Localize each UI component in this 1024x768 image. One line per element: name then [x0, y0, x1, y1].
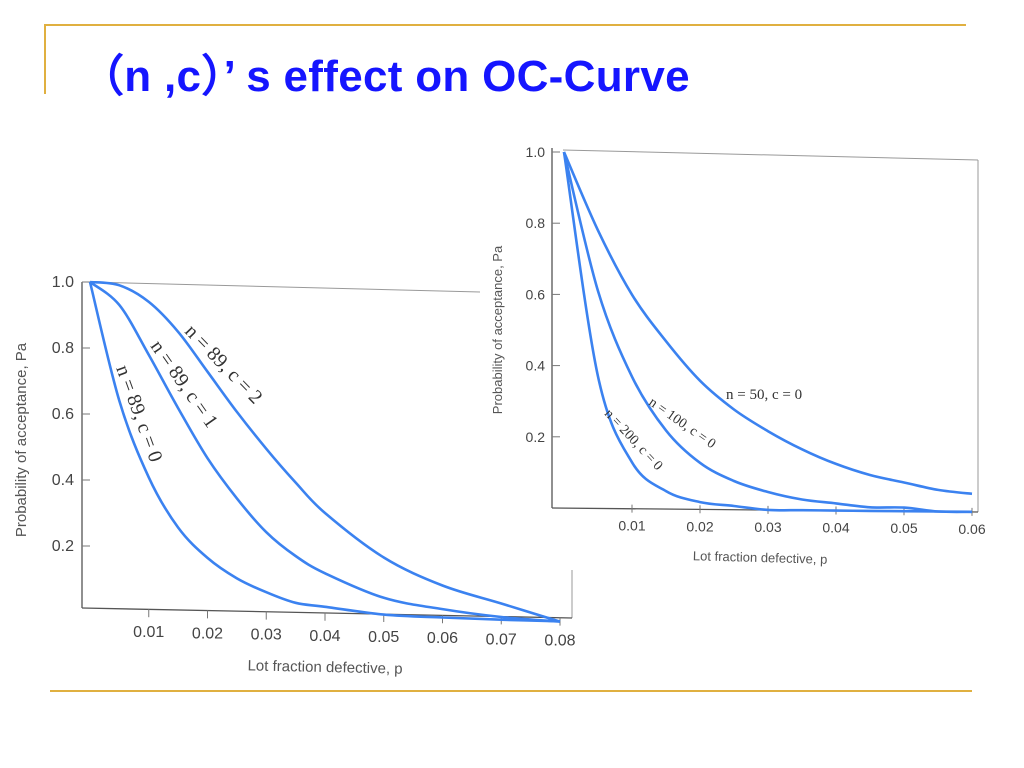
y-axis-label-left: Probability of acceptance, Pa [13, 342, 30, 537]
x-tick-label: 0.06 [427, 630, 458, 647]
y-tick-label: 0.8 [526, 215, 546, 231]
top-rule [44, 24, 966, 26]
y-tick-label: 1.0 [526, 144, 546, 160]
x-tick-label: 0.03 [251, 627, 282, 644]
x-tick-label: 0.05 [368, 629, 399, 646]
y-tick-label: 1.0 [52, 274, 74, 291]
oc-curve-right-0 [562, 151, 973, 496]
x-tick-label: 0.08 [544, 633, 575, 650]
y-tick-label: 0.2 [526, 429, 546, 445]
x-tick-label: 0.03 [754, 519, 781, 535]
y-tick-label: 0.6 [526, 286, 546, 302]
y-tick-label: 0.4 [526, 358, 546, 374]
oc-curve-left-1 [89, 280, 561, 623]
x-tick-label: 0.02 [192, 625, 223, 642]
oc-curve-left-2 [89, 280, 561, 623]
y-axis-label-right: Probability of acceptance, Pa [490, 245, 505, 414]
oc-curve-right-1 [562, 151, 973, 514]
y-tick-label: 0.6 [52, 406, 74, 423]
oc-chart-left: 0.2 0.4 0.6 0.8 1.0 0.01 0.02 0.03 0.04 0.05 0.06 0… [13, 274, 576, 678]
series-label-right-n50: n = 50, c = 0 [726, 387, 802, 403]
x-tick-label: 0.05 [890, 520, 917, 536]
bottom-rule [50, 690, 972, 692]
y-tick-label: 0.8 [52, 340, 74, 357]
x-axis-label-right: Lot fraction defective, p [693, 548, 828, 567]
x-tick-label: 0.06 [958, 521, 985, 537]
oc-curve-right-2 [562, 151, 973, 514]
x-axis-label-left: Lot fraction defective, p [247, 657, 402, 677]
x-tick-label: 0.04 [309, 628, 340, 645]
oc-chart-right: 0.20.40.60.81.00.01 0.02 0.03 0.04 0.05 0.06 … [490, 144, 986, 567]
x-tick-label: 0.07 [486, 631, 517, 648]
left-rule [44, 24, 46, 94]
y-tick-label: 0.4 [52, 472, 74, 489]
x-tick-label: 0.04 [822, 520, 849, 536]
slide-title: （n ,c）’ s effect on OC-Curve [80, 52, 690, 101]
oc-curve-left-0 [88, 281, 561, 623]
y-tick-label: 0.2 [52, 538, 74, 555]
x-tick-label: 0.01 [618, 518, 645, 534]
x-tick-label: 0.02 [686, 518, 713, 534]
x-tick-label: 0.01 [133, 624, 164, 641]
